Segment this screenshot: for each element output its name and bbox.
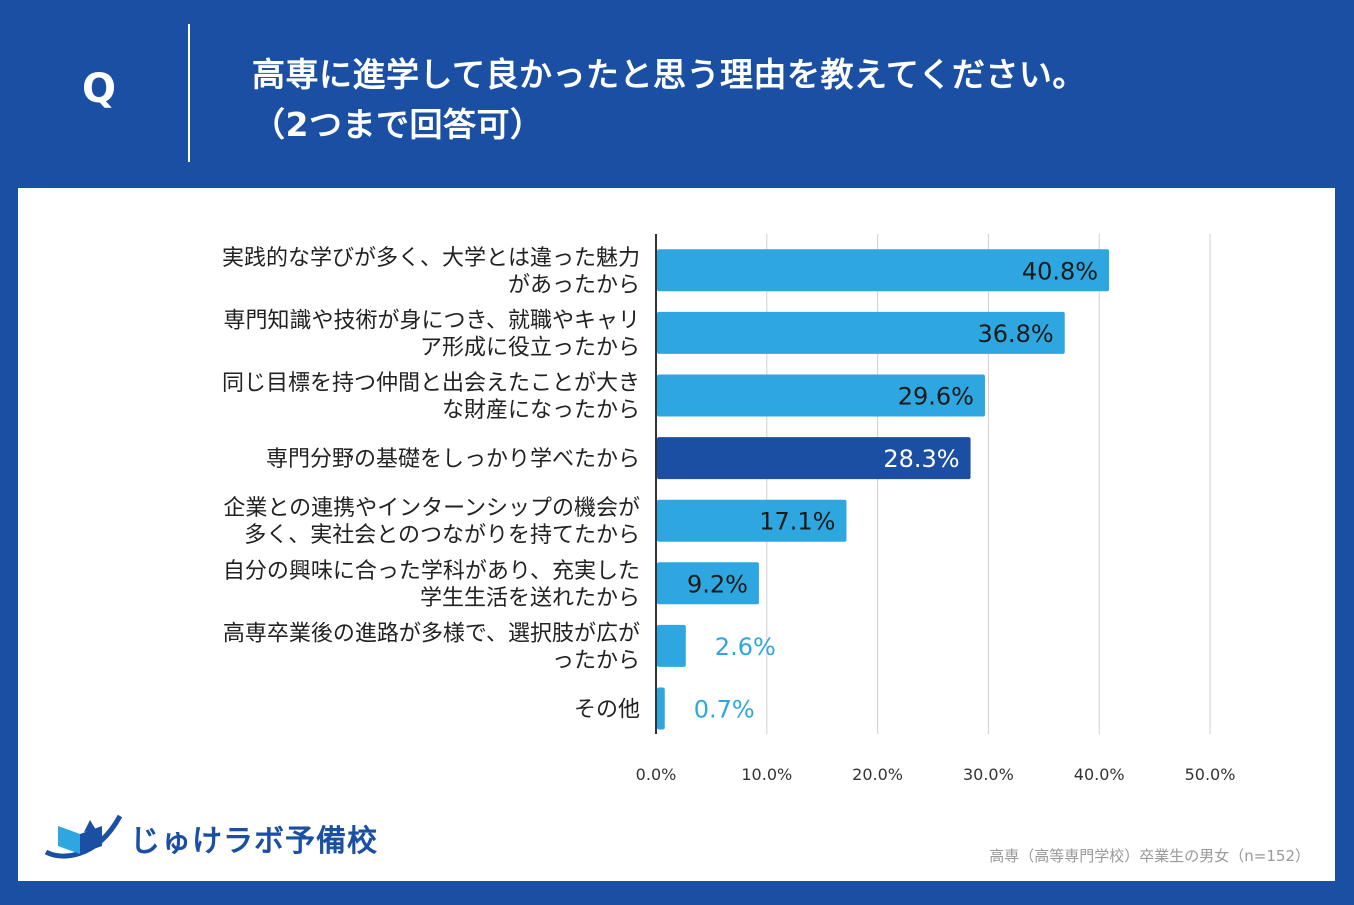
category-label: 実践的な学びが多く、大学とは違った魅力 — [222, 246, 640, 271]
x-tick-label: 10.0% — [741, 765, 792, 784]
bar-chart: 0.0% 10.0% 20.0% 30.0% 40.0% 50.0% 40.8% 実践的な学び… — [222, 234, 1236, 784]
data-label: 0.7% — [694, 696, 755, 724]
bar — [657, 624, 686, 667]
category-label: 企業との連携やインターンシップの機会が — [223, 496, 640, 521]
category-label: 専門分野の基礎をしっかり学べたから — [266, 447, 640, 472]
category-label: があったから — [508, 273, 640, 298]
x-tick-label: 0.0% — [636, 765, 677, 784]
bar — [657, 437, 971, 480]
question-text-line2: （2つまで回答可） — [252, 105, 544, 144]
data-label: 36.8% — [977, 320, 1053, 348]
question-text-line1: 高専に進学して良かったと思う理由を教えてください。 — [252, 55, 1086, 94]
category-label: 多く、実社会とのつながりを持てたから — [244, 523, 640, 548]
category-label: 学生生活を送れたから — [420, 586, 640, 611]
bar — [657, 687, 665, 730]
data-label: 29.6% — [898, 383, 974, 411]
data-label: 40.8% — [1022, 257, 1098, 285]
x-tick-label: 20.0% — [852, 765, 903, 784]
logo-text: じゅけラボ予備校 — [130, 824, 378, 859]
bar — [657, 499, 847, 542]
bar — [657, 562, 759, 605]
header-divider — [188, 24, 190, 162]
x-tick-label: 30.0% — [963, 765, 1014, 784]
category-label: な財産になったから — [442, 398, 640, 423]
bar — [657, 311, 1065, 354]
x-tick-label: 40.0% — [1074, 765, 1125, 784]
x-tick-label: 50.0% — [1185, 765, 1236, 784]
data-label: 28.3% — [883, 445, 959, 473]
category-label: 高専卒業後の進路が多様で、選択肢が広が — [223, 621, 640, 646]
category-label: その他 — [574, 698, 640, 723]
bar — [657, 374, 985, 417]
data-label: 17.1% — [759, 508, 835, 536]
category-label: 同じ目標を持つ仲間と出会えたことが大き — [222, 371, 640, 396]
category-label: 自分の興味に合った学科があり、充実した — [223, 559, 640, 584]
chart-panel: 0.0% 10.0% 20.0% 30.0% 40.0% 50.0% 40.8% 実践的な学び… — [18, 188, 1335, 881]
category-label: ア形成に役立ったから — [420, 335, 640, 360]
category-label: ったから — [552, 648, 640, 673]
category-label: 専門知識や技術が身につき、就職やキャリ — [224, 308, 640, 333]
logo: じゅけラボ予備校 — [40, 808, 377, 868]
source-note: 高専（高等専門学校）卒業生の男女（n=152） — [989, 847, 1310, 865]
question-header: Q 高専に進学して良かったと思う理由を教えてください。 （2つまで回答可） — [0, 0, 1354, 188]
book-logo-icon — [44, 814, 123, 859]
bar — [657, 249, 1110, 292]
data-label: 9.2% — [687, 570, 748, 598]
q-mark: Q — [82, 66, 117, 112]
data-label: 2.6% — [715, 633, 776, 661]
